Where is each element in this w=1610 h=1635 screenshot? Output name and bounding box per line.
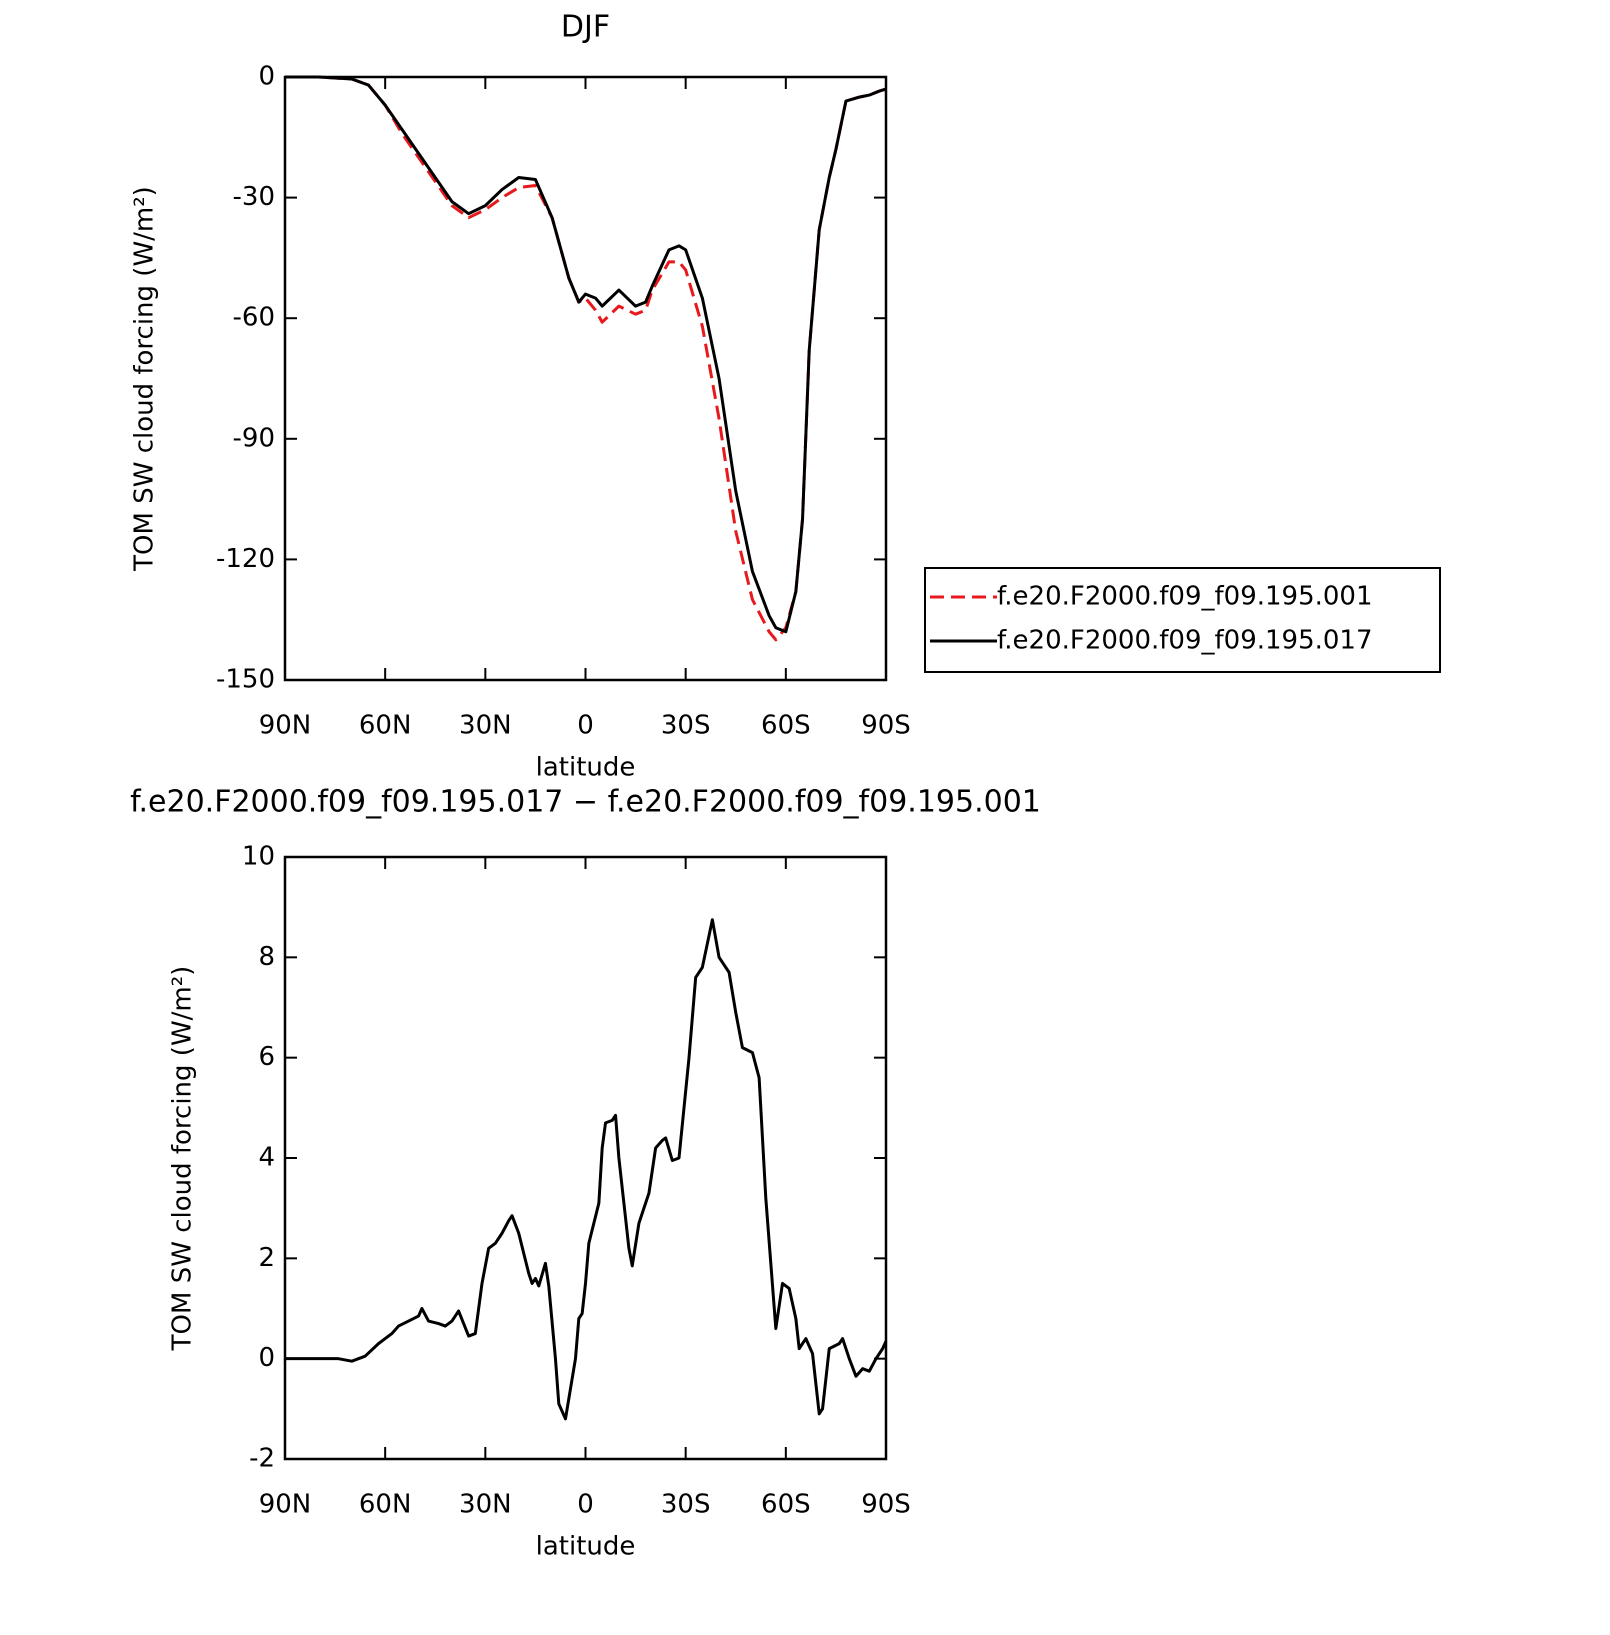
x-tick-label: 60S	[761, 1490, 811, 1520]
data-line	[285, 918, 888, 1421]
y-tick-label: -60	[233, 303, 275, 333]
x-tick-label: 60N	[359, 1490, 412, 1520]
legend-label: f.e20.F2000.f09_f09.195.001	[997, 582, 1373, 612]
x-tick-label: 90S	[861, 711, 911, 741]
x-tick-label: 30S	[661, 1490, 711, 1520]
x-tick-label: 60N	[359, 711, 412, 741]
y-axis-label: TOM SW cloud forcing (W/m²)	[130, 186, 160, 572]
y-axis-label: TOM SW cloud forcing (W/m²)	[168, 966, 198, 1352]
x-tick-label: 60S	[761, 711, 811, 741]
y-tick-label: -90	[233, 423, 275, 453]
x-tick-label: 90N	[259, 711, 312, 741]
legend-box	[924, 567, 1441, 673]
y-tick-label: -150	[216, 665, 275, 695]
y-tick-label: 4	[258, 1143, 275, 1173]
x-tick-label: 0	[577, 1490, 594, 1520]
x-axis-label: latitude	[536, 753, 636, 783]
x-tick-label: 0	[577, 711, 594, 741]
y-tick-label: 2	[258, 1243, 275, 1273]
data-line	[285, 75, 887, 642]
plot-frame	[283, 75, 888, 682]
x-tick-label: 90S	[861, 1490, 911, 1520]
data-line	[285, 75, 887, 634]
x-tick-label: 30N	[459, 711, 512, 741]
y-tick-label: -120	[216, 544, 275, 574]
y-tick-label: -30	[233, 182, 275, 212]
legend-label: f.e20.F2000.f09_f09.195.017	[997, 626, 1373, 656]
x-axis-label: latitude	[536, 1532, 636, 1562]
x-tick-label: 90N	[259, 1490, 312, 1520]
x-tick-label: 30N	[459, 1490, 512, 1520]
chart-title: f.e20.F2000.f09_f09.195.017 − f.e20.F200…	[130, 785, 1041, 820]
y-tick-label: 0	[258, 62, 275, 92]
y-tick-label: 6	[258, 1042, 275, 1072]
plot-frame	[283, 855, 888, 1461]
y-tick-label: -2	[249, 1444, 275, 1474]
y-tick-label: 8	[258, 942, 275, 972]
y-tick-label: 0	[258, 1343, 275, 1373]
x-tick-label: 30S	[661, 711, 711, 741]
y-tick-label: 10	[242, 842, 275, 872]
chart-title: DJF	[561, 10, 610, 45]
